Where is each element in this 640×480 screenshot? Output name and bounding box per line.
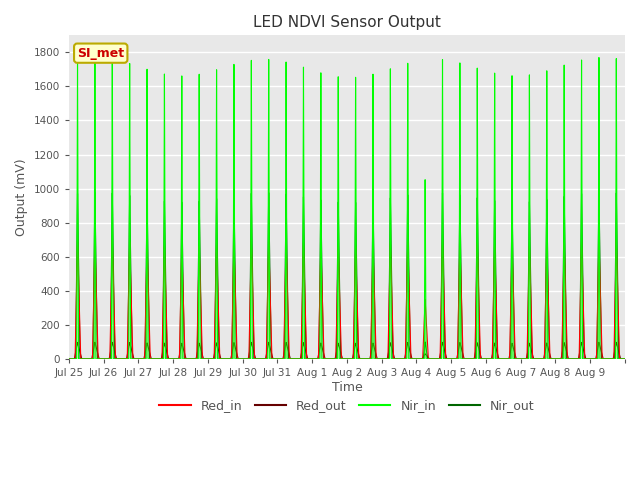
Y-axis label: Output (mV): Output (mV): [15, 158, 28, 236]
Legend: Red_in, Red_out, Nir_in, Nir_out: Red_in, Red_out, Nir_in, Nir_out: [154, 395, 540, 418]
Title: LED NDVI Sensor Output: LED NDVI Sensor Output: [253, 15, 441, 30]
Text: SI_met: SI_met: [77, 47, 124, 60]
X-axis label: Time: Time: [332, 381, 362, 394]
